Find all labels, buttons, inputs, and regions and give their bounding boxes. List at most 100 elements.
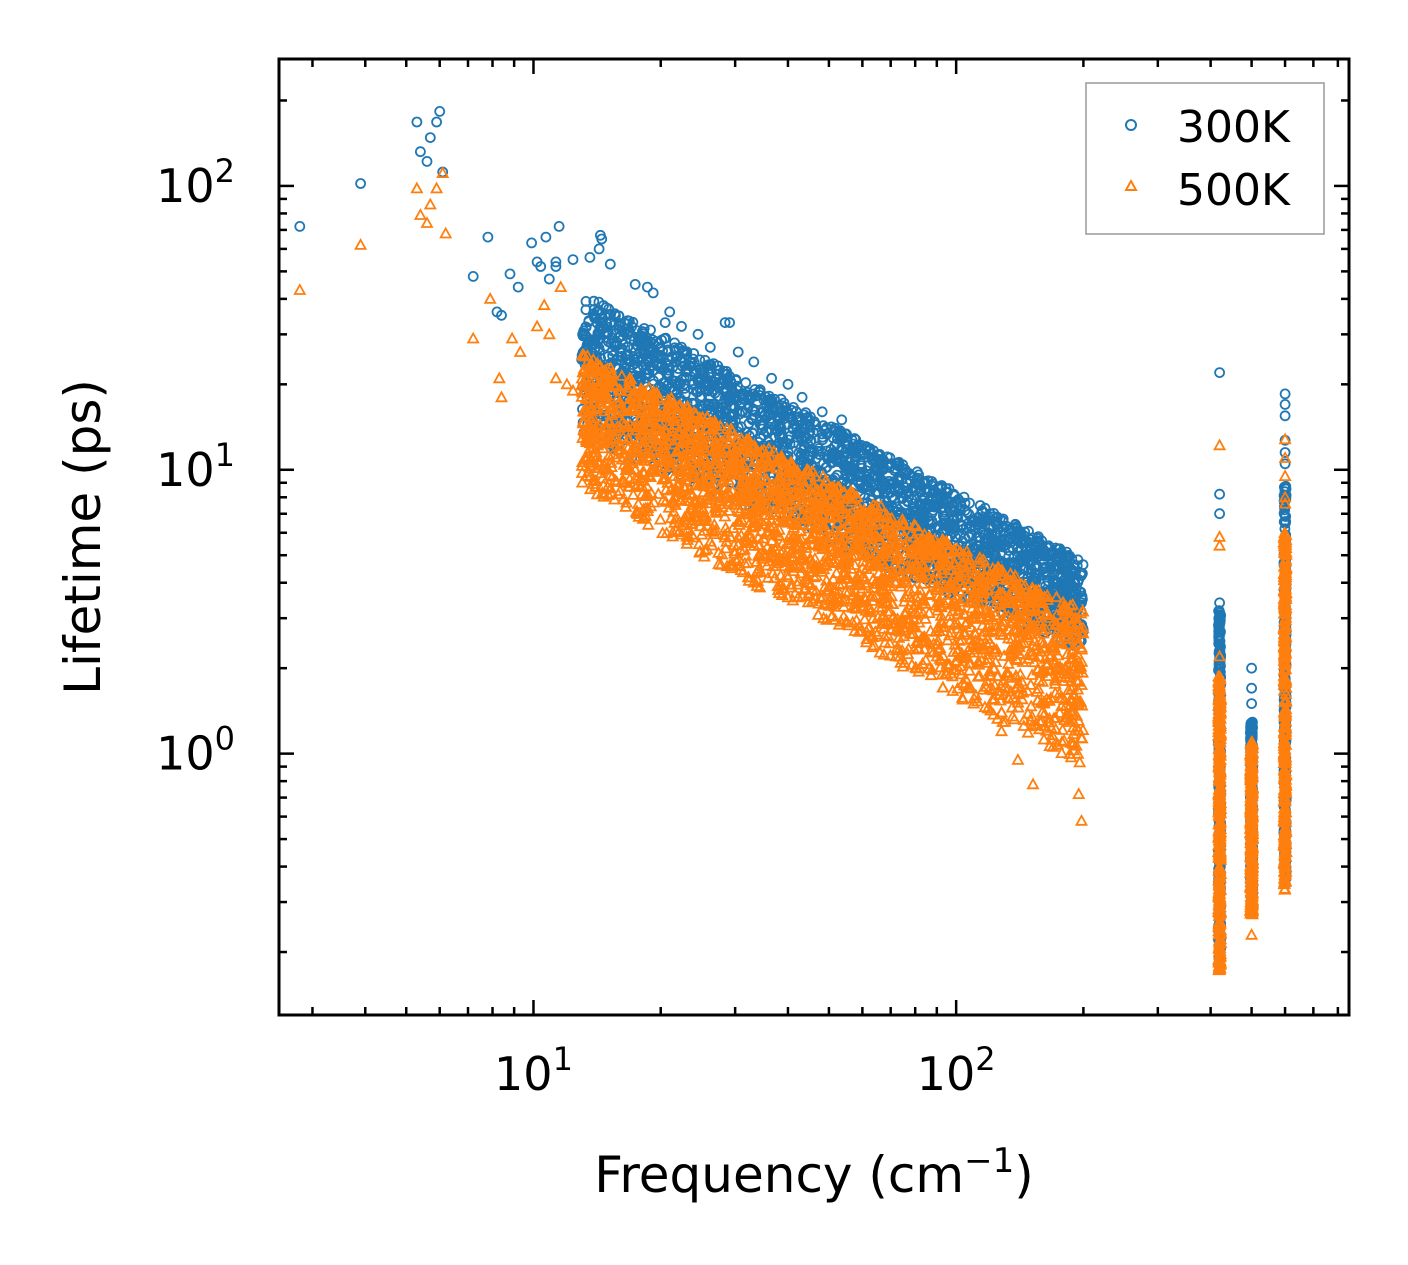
point-500k-band0 [595, 401, 609, 413]
point-500k-band0 [866, 611, 880, 624]
point-300k-band0 [638, 360, 649, 372]
point-300k-band0 [1057, 564, 1068, 575]
point-300k [424, 132, 436, 144]
point-500k-band0 [725, 424, 739, 437]
point-500k-band0 [619, 495, 634, 508]
point-300k [719, 317, 731, 329]
point-500k-band0 [584, 400, 598, 412]
point-300k-band0 [1010, 519, 1021, 531]
point-300k [978, 511, 989, 523]
point-300k-band0 [758, 394, 770, 406]
point-300k-band0 [754, 386, 765, 398]
point-300k-band0 [906, 482, 917, 494]
point-500k-band0 [962, 656, 976, 669]
point-300k [852, 441, 863, 453]
point-300k-band0 [637, 337, 648, 349]
point-300k-band1 [1215, 610, 1226, 622]
point-300k-band0 [972, 511, 984, 523]
point-300k-band0 [706, 368, 717, 380]
point-300k-band0 [602, 321, 613, 333]
point-300k-band0 [652, 360, 664, 372]
point-300k-band0 [840, 446, 851, 458]
point-300k-band0 [1060, 566, 1071, 578]
point-300k-band0 [825, 443, 837, 455]
point-500k-band0 [934, 609, 948, 621]
point-300k-band0 [658, 362, 670, 374]
point-500k-band0 [898, 590, 912, 602]
point-300k [596, 233, 608, 245]
point-300k-band0 [835, 454, 846, 466]
point-300k-band0 [897, 487, 908, 499]
point-300k-band0 [877, 475, 889, 487]
point-300k-band0 [842, 439, 853, 451]
point-300k-band0 [954, 505, 966, 517]
point-500k-band0 [590, 487, 604, 500]
point-300k-band0 [609, 308, 621, 320]
point-500k-band0 [669, 523, 683, 536]
point-500k-band0 [786, 593, 800, 606]
point-300k-band1 [1215, 660, 1226, 672]
point-300k [692, 328, 704, 340]
data-points-layer [293, 106, 1293, 976]
point-500k-band0 [677, 432, 691, 445]
point-300k-band0 [883, 459, 894, 471]
point-300k [540, 231, 552, 243]
point-300k-band0 [803, 450, 815, 462]
point-300k [1214, 367, 1225, 379]
point-300k-band0 [723, 390, 735, 402]
point-500k-band0 [1055, 746, 1069, 758]
point-300k [526, 237, 537, 249]
point-300k [1279, 410, 1291, 422]
point-500k-band0 [659, 494, 673, 507]
point-300k [642, 281, 653, 293]
point-300k [411, 116, 423, 128]
point-300k-band0 [647, 350, 659, 361]
point-300k-band0 [855, 460, 867, 471]
point-300k [732, 346, 744, 358]
point-300k-band0 [802, 411, 814, 423]
point-300k [431, 116, 443, 128]
point-300k-band0 [838, 431, 850, 442]
point-300k [355, 178, 367, 189]
point-300k-band0 [1045, 557, 1057, 569]
point-500k-band0 [827, 523, 841, 536]
point-300k-band0 [1042, 575, 1054, 587]
point-500k-band0 [878, 635, 892, 648]
point-500k-band0 [912, 641, 926, 654]
point-300k-band0 [1017, 535, 1029, 546]
point-300k-band0 [581, 339, 593, 351]
point-300k-band0 [988, 522, 999, 534]
point-300k-band0 [1066, 553, 1078, 565]
point-300k-band0 [927, 518, 939, 529]
point-300k [604, 258, 616, 270]
point-300k-band0 [872, 449, 884, 461]
point-500k-band0 [802, 489, 816, 502]
point-300k-band0 [663, 354, 675, 366]
point-300k-band0 [580, 295, 592, 307]
point-300k-band0 [688, 377, 700, 389]
point-300k [766, 372, 777, 384]
point-300k-band0 [741, 386, 753, 398]
point-300k-band0 [775, 393, 787, 405]
point-300k-band0 [688, 383, 699, 395]
point-300k [1279, 388, 1291, 400]
point-300k-band0 [583, 316, 595, 328]
point-300k-band0 [919, 500, 930, 512]
point-300k-band0 [687, 353, 699, 365]
point-300k-band0 [817, 434, 829, 446]
point-300k-band0 [645, 324, 656, 336]
point-300k-band0 [828, 424, 840, 436]
point-300k-band0 [1027, 550, 1039, 562]
point-300k-band0 [948, 488, 959, 500]
point-300k-band0 [927, 493, 939, 505]
point-300k-band0 [820, 462, 832, 473]
point-300k [891, 501, 902, 513]
point-500k-band0 [1068, 659, 1083, 671]
point-500k-band0 [983, 591, 997, 603]
point-300k [1214, 488, 1225, 500]
point-300k-band0 [961, 506, 973, 518]
point-500k-band0 [1045, 641, 1060, 654]
point-300k-band0 [808, 427, 819, 439]
point-300k [553, 220, 565, 232]
point-500k-band0 [1049, 590, 1064, 603]
